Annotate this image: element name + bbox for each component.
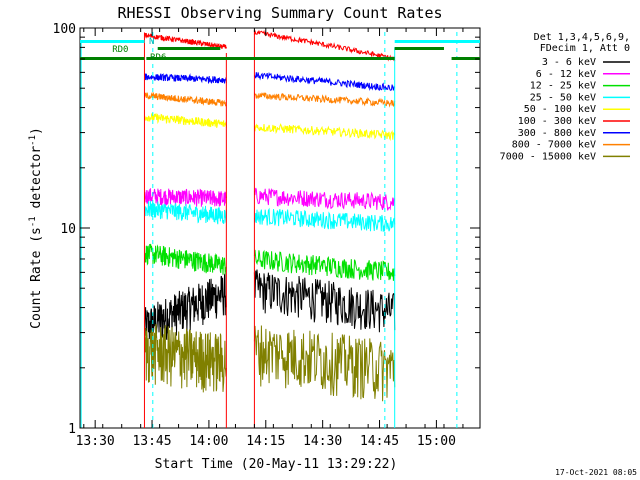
x-tick-label: 13:45 [132, 434, 171, 449]
series-trace [144, 32, 227, 50]
series-trace [253, 187, 396, 211]
axis-ticks: 13:30 13:45 14:00 14:15 14:30 14:45 15:00 1 10 10… [53, 22, 480, 449]
series-trace [144, 188, 227, 207]
x-tick-label: 15:00 [417, 434, 456, 449]
legend-entry-label: 100 - 300 keV [518, 116, 596, 127]
legend-entry-label: 50 - 100 keV [524, 104, 596, 115]
series-trace [253, 207, 396, 232]
series-trace [144, 112, 227, 128]
legend: Det 1,3,4,5,6,9,FDecim 1, Att 0 3 - 6 keV… [500, 32, 630, 162]
y-tick-label: 10 [60, 222, 76, 237]
series-trace [253, 123, 396, 142]
series-trace [253, 249, 396, 281]
flag-bar-n [80, 40, 145, 43]
legend-entry-label: 7000 - 15000 keV [500, 151, 596, 162]
flag-bar-rd6 [451, 57, 480, 60]
flag-bar-rd0 [394, 47, 444, 50]
flag-bar-rd6 [146, 57, 395, 60]
legend-entry-label: 12 - 25 keV [530, 81, 596, 92]
legend-entry-label: 800 - 7000 keV [512, 140, 596, 151]
flag-bar-rd0 [157, 47, 221, 50]
x-axis-label: Start Time (20-May-11 13:29:22) [155, 457, 398, 472]
series-trace [144, 72, 227, 85]
x-tick-label: 14:30 [303, 434, 342, 449]
legend-entry-label: 6 - 12 keV [536, 69, 596, 80]
series-trace [253, 92, 396, 108]
y-tick-label: 100 [53, 22, 76, 37]
x-tick-label: 13:30 [76, 434, 115, 449]
flag-label: RD6 [150, 53, 166, 63]
series-trace [144, 324, 227, 393]
legend-entry-label: 25 - 50 keV [530, 92, 596, 103]
footer-date: 17-Oct-2021 08:05 [555, 468, 637, 477]
y-axis-label: Count Rate (s-1 detector-1) [28, 127, 44, 329]
x-tick-label: 14:15 [246, 434, 285, 449]
x-tick-label: 14:00 [189, 434, 228, 449]
y-tick-label: 1 [68, 422, 76, 437]
series-trace [253, 71, 396, 91]
legend-entry-label: 300 - 800 keV [518, 128, 596, 139]
series-trace [253, 30, 396, 62]
flag-bar-n [394, 40, 480, 43]
series-trace [144, 243, 227, 275]
series-trace [144, 273, 227, 342]
flag-label: N [149, 37, 154, 47]
series-trace [144, 91, 227, 107]
legend-header: FDecim 1, Att 0 [540, 43, 630, 54]
flag-bar-rd6 [80, 57, 145, 60]
flag-label: RD0 [112, 45, 128, 55]
legend-header: Det 1,3,4,5,6,9, [534, 32, 630, 43]
series-trace [144, 200, 227, 225]
series-trace [253, 325, 396, 402]
series-trace [253, 269, 396, 333]
legend-entry-label: 3 - 6 keV [542, 57, 596, 68]
chart-title: RHESSI Observing Summary Count Rates [117, 4, 442, 22]
data-layer: N RD0 RD6 [80, 28, 480, 428]
x-tick-label: 14:45 [360, 434, 399, 449]
